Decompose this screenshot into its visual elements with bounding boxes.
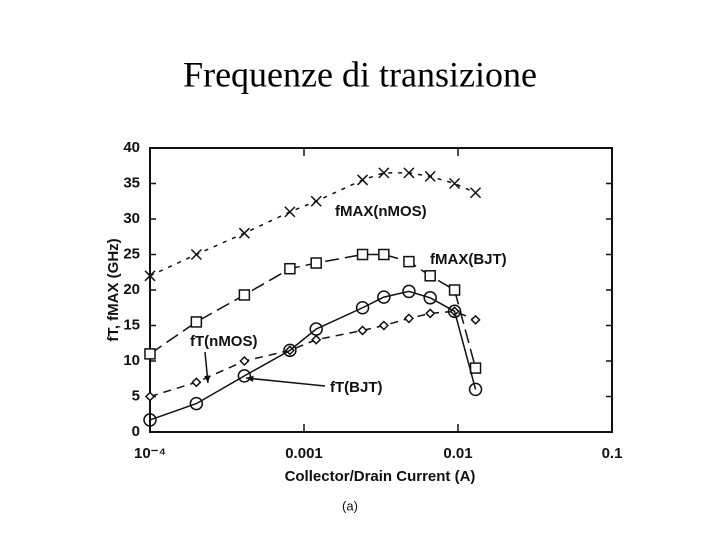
marker	[238, 289, 251, 301]
series-label: fMAX(nMOS)	[335, 203, 427, 220]
x-tick-label: 0.001	[285, 445, 323, 462]
marker	[378, 167, 390, 179]
y-tick-label: 35	[123, 174, 140, 191]
marker	[190, 316, 203, 328]
marker	[378, 248, 390, 261]
marker	[311, 334, 322, 345]
marker	[309, 322, 323, 336]
series-label: fT(BJT)	[330, 379, 383, 396]
marker	[144, 348, 156, 360]
caption: (a)	[342, 498, 358, 513]
marker	[448, 284, 461, 296]
marker	[357, 174, 369, 186]
y-tick-label: 0	[132, 423, 140, 440]
marker	[284, 206, 296, 218]
arrow-head	[204, 375, 211, 383]
marker	[283, 343, 297, 358]
marker	[403, 167, 415, 179]
series-label: fT(nMOS)	[190, 333, 257, 350]
x-tick-label: 10⁻⁴	[134, 445, 166, 462]
marker	[310, 257, 322, 269]
marker	[469, 362, 482, 374]
series-line	[149, 290, 477, 421]
marker	[402, 284, 416, 299]
marker	[468, 382, 483, 397]
marker	[423, 291, 437, 305]
marker	[189, 396, 204, 411]
marker	[447, 304, 462, 319]
marker	[425, 308, 436, 319]
marker	[190, 248, 202, 261]
marker	[356, 248, 369, 261]
x-tick-label: 0.1	[602, 445, 623, 462]
y-axis-label: fT, fMAX (GHz)	[105, 238, 122, 341]
marker	[143, 413, 157, 427]
series-line	[149, 253, 477, 369]
marker	[237, 369, 252, 383]
marker	[470, 187, 482, 199]
y-tick-label: 15	[123, 316, 140, 333]
series-label: fMAX(BJT)	[430, 251, 507, 268]
marker	[238, 227, 250, 239]
marker	[284, 262, 296, 275]
y-tick-label: 25	[123, 245, 140, 262]
series-line	[149, 310, 476, 398]
x-tick-label: 0.01	[443, 445, 472, 462]
marker	[424, 170, 436, 182]
marker	[357, 325, 368, 336]
label-arrow	[245, 377, 326, 387]
marker	[377, 290, 391, 304]
y-tick-label: 20	[123, 281, 140, 298]
y-tick-label: 30	[123, 210, 140, 227]
x-axis-label: Collector/Drain Current (A)	[285, 468, 476, 485]
chart-title: Frequenze di transizione	[183, 54, 537, 94]
marker	[470, 314, 481, 325]
marker	[403, 313, 414, 324]
marker	[239, 355, 250, 367]
marker	[403, 255, 415, 268]
marker	[144, 391, 156, 402]
marker	[144, 270, 156, 282]
y-tick-label: 40	[123, 139, 140, 156]
marker	[378, 320, 389, 331]
marker	[449, 177, 461, 190]
y-tick-label: 10	[123, 352, 140, 369]
marker	[191, 377, 202, 388]
arrow-head	[246, 375, 254, 382]
marker	[310, 195, 322, 207]
marker	[355, 301, 370, 315]
marker	[424, 270, 436, 282]
y-tick-label: 5	[132, 387, 140, 404]
